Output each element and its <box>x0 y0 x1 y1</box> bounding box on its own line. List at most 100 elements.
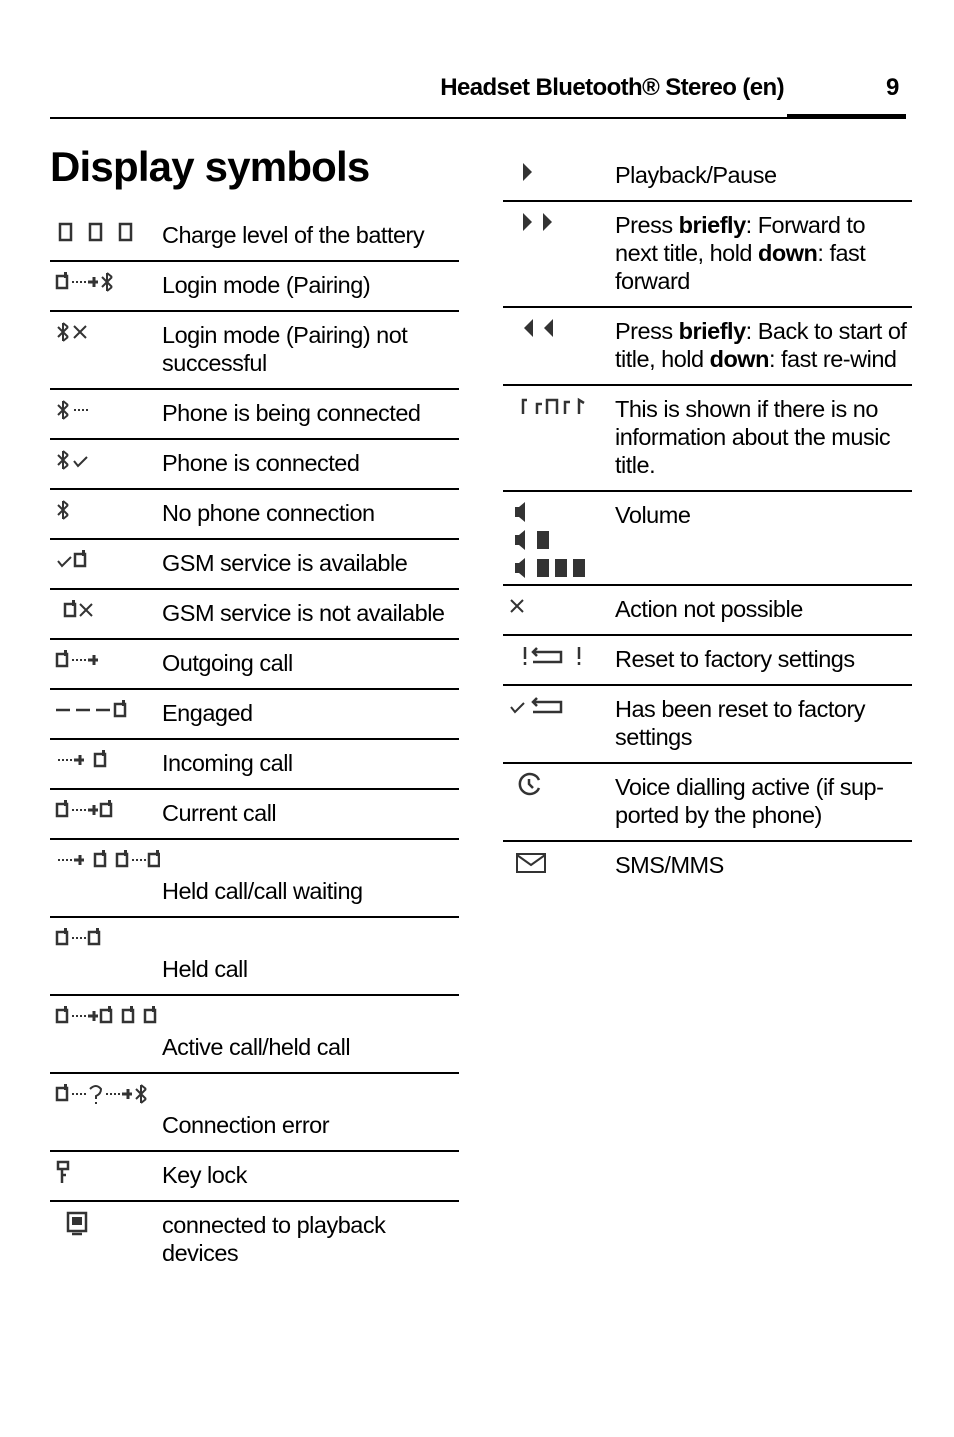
symbol-row: Incoming call <box>50 740 459 790</box>
icon-cell <box>503 686 615 762</box>
icon-glyph <box>55 272 113 292</box>
symbol-icon <box>523 163 532 181</box>
icon-cell <box>50 690 162 738</box>
description: No phone connection <box>162 490 459 538</box>
icon-glyph <box>55 1006 157 1024</box>
text: Voice dialling active (if sup-ported by … <box>615 774 884 828</box>
description: GSM service is available <box>162 540 459 588</box>
icon-glyph <box>58 850 160 868</box>
description: Press briefly: Forward to next title, ho… <box>615 202 912 306</box>
symbol-row: Reset to factory settings <box>503 636 912 686</box>
icon-cell <box>50 262 162 310</box>
text: Press <box>615 212 679 238</box>
icon-cell <box>503 636 615 684</box>
icon-glyph <box>55 928 101 946</box>
icon-glyph <box>58 222 133 242</box>
icon-cell <box>50 918 162 994</box>
symbol-table-left: Charge level of the battery Login mode (P… <box>50 212 459 1278</box>
icon-cell <box>50 590 162 638</box>
symbol-icon <box>510 599 524 613</box>
emphasis: briefly <box>678 318 747 344</box>
icon-glyph <box>57 450 88 470</box>
icon-glyph <box>516 853 546 873</box>
symbol-icon <box>55 1006 157 1024</box>
symbol-icon <box>55 800 113 818</box>
text: Phone is being connected <box>162 400 421 426</box>
description: Held call/call waiting <box>162 840 459 916</box>
icon-cell <box>50 490 162 538</box>
text: Current call <box>162 800 277 826</box>
symbol-row: Voice dialling active (if sup-ported by … <box>503 764 912 842</box>
symbol-row: Active call/held call <box>50 996 459 1074</box>
symbol-icon <box>66 1211 88 1236</box>
symbol-icon <box>57 450 88 470</box>
text: Action not possible <box>615 596 803 622</box>
text: Phone is connected <box>162 450 360 476</box>
text: Engaged <box>162 700 253 726</box>
symbol-row: Charge level of the battery <box>50 212 459 262</box>
text: Connection error <box>162 1112 330 1138</box>
symbol-icon <box>56 1160 70 1183</box>
symbol-row: Press briefly: Forward to next title, ho… <box>503 202 912 308</box>
icon-cell <box>50 790 162 838</box>
icon-glyph <box>57 500 69 520</box>
symbol-row: Current call <box>50 790 459 840</box>
text: Volume <box>615 502 691 528</box>
symbol-row: Action not possible <box>503 586 912 636</box>
text: Key lock <box>162 1162 247 1188</box>
symbol-icon <box>55 1084 147 1104</box>
symbol-icon <box>510 697 563 714</box>
symbol-row: Held call/call waiting <box>50 840 459 918</box>
icon-cell <box>503 386 615 490</box>
icon-cell <box>50 440 162 488</box>
symbol-row: Press briefly: Back to start of title, h… <box>503 308 912 386</box>
icon-cell <box>50 1074 162 1150</box>
icon-cell <box>50 212 162 260</box>
symbol-icon <box>521 397 585 414</box>
text: GSM service is not available <box>162 600 445 626</box>
symbol-table-right: Playback/Pause Press briefly: Forward to … <box>503 152 912 890</box>
text: No phone connection <box>162 500 375 526</box>
description: Outgoing call <box>162 640 459 688</box>
text: Outgoing call <box>162 650 293 676</box>
icon-glyph <box>55 1084 147 1104</box>
icon-glyph <box>63 600 93 618</box>
icon-glyph <box>515 502 525 522</box>
icon-cell <box>50 312 162 388</box>
icon-cell <box>50 740 162 788</box>
icon-glyph <box>55 650 98 668</box>
icon-glyph <box>523 647 581 665</box>
description: GSM service is not available <box>162 590 459 638</box>
icon-glyph <box>524 319 553 337</box>
symbol-icon <box>524 319 553 337</box>
text: Has been reset to factory settings <box>615 696 866 750</box>
symbol-icon <box>58 850 160 868</box>
description: Held call <box>162 918 459 994</box>
text: Held call <box>162 956 248 982</box>
text: Charge level of the battery <box>162 222 425 248</box>
icon-cell <box>503 586 615 634</box>
symbol-row: Outgoing call <box>50 640 459 690</box>
section-title: Display symbols <box>50 143 370 190</box>
symbol-row: Playback/Pause <box>503 152 912 202</box>
icon-cell <box>503 308 615 384</box>
symbol-icon <box>57 400 88 420</box>
icon-cell <box>50 840 162 916</box>
symbol-icon <box>55 650 98 668</box>
icon-cell <box>50 390 162 438</box>
description: Action not possible <box>615 586 912 634</box>
text: GSM service is available <box>162 550 408 576</box>
text: This is shown if there is no information… <box>615 396 891 478</box>
icon-cell <box>50 996 162 1072</box>
description: Phone is connected <box>162 440 459 488</box>
symbol-icon <box>63 600 93 618</box>
text: : Forward to next title, hold <box>615 212 866 266</box>
symbol-icon <box>57 322 87 342</box>
emphasis: briefly <box>678 212 747 238</box>
description: Volume <box>615 492 912 584</box>
text: Reset to factory settings <box>615 646 855 672</box>
text: connected to playback devices <box>162 1212 386 1266</box>
icon-cell <box>503 202 615 306</box>
text: Incoming call <box>162 750 293 776</box>
